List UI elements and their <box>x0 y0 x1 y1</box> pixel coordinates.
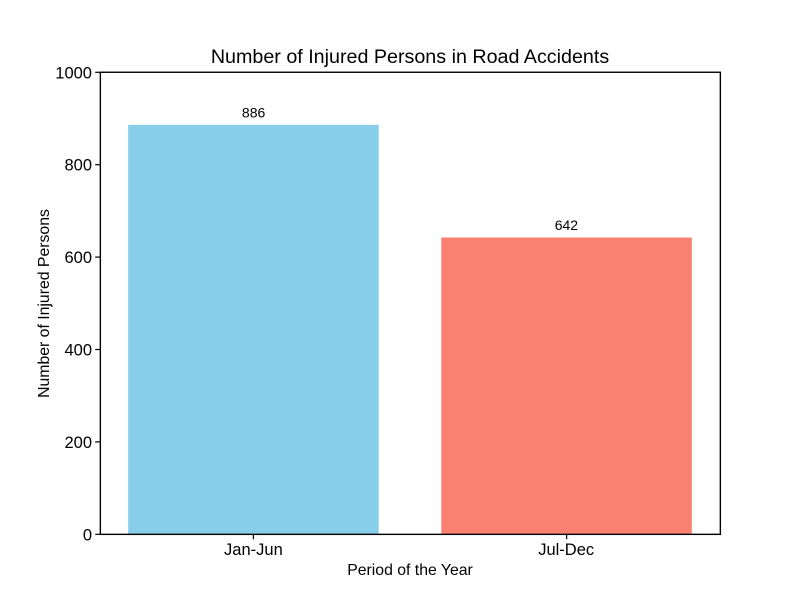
svg-text:1000: 1000 <box>55 64 92 82</box>
svg-text:Number of Injured Persons in R: Number of Injured Persons in Road Accide… <box>211 46 609 68</box>
svg-text:642: 642 <box>555 217 579 233</box>
svg-text:800: 800 <box>64 157 92 175</box>
svg-text:Number of Injured Persons: Number of Injured Persons <box>36 209 53 398</box>
svg-text:400: 400 <box>64 342 92 360</box>
svg-text:Jul-Dec: Jul-Dec <box>538 541 594 559</box>
svg-text:Jan-Jun: Jan-Jun <box>224 541 283 559</box>
svg-text:Period of the Year: Period of the Year <box>347 562 473 579</box>
svg-text:600: 600 <box>64 249 92 267</box>
svg-text:200: 200 <box>64 434 92 452</box>
svg-text:886: 886 <box>242 105 266 121</box>
svg-text:0: 0 <box>83 526 92 544</box>
